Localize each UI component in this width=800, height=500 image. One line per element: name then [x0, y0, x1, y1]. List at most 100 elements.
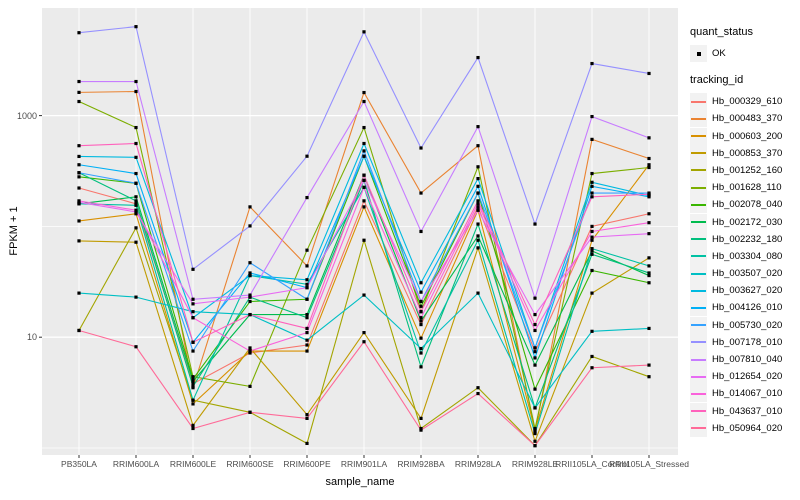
data-point: [590, 184, 594, 188]
data-point: [362, 125, 366, 130]
data-point: [362, 293, 366, 297]
legend-key-box: [690, 144, 707, 162]
data-point: [134, 155, 138, 159]
legend-item-Hb_001628_110: Hb_001628_110: [690, 179, 800, 197]
data-point: [191, 426, 195, 431]
legend-key-box: [690, 419, 707, 437]
legend-item-label: Hb_002172_030: [712, 216, 783, 228]
data-point: [248, 293, 252, 297]
x-tick-label: RRIM901LA: [340, 459, 388, 469]
legend-item-label: Hb_003507_020: [712, 268, 783, 280]
data-point: [647, 165, 651, 170]
data-point: [533, 431, 537, 436]
data-point: [305, 297, 309, 301]
data-point: [476, 177, 480, 181]
legend-item-Hb_002232_180: Hb_002232_180: [690, 230, 800, 248]
data-point: [191, 398, 195, 402]
data-point: [590, 224, 594, 228]
data-point: [305, 316, 309, 320]
data-point: [647, 326, 651, 331]
data-point: [362, 340, 366, 344]
legend-key-box: [690, 385, 707, 403]
data-point: [248, 205, 252, 209]
series-color-line-icon: [691, 358, 706, 361]
legend-item-Hb_003627_020: Hb_003627_020: [690, 282, 800, 300]
data-point: [191, 316, 195, 320]
data-point: [191, 349, 195, 353]
data-point: [476, 199, 480, 203]
data-point: [362, 199, 366, 203]
series-color-line-icon: [691, 375, 706, 378]
data-point: [134, 25, 138, 29]
data-point: [77, 219, 81, 223]
data-point: [590, 229, 594, 234]
y-tick-label: 1000: [16, 110, 37, 121]
data-point: [476, 205, 480, 209]
data-point: [590, 235, 594, 239]
data-point: [305, 154, 309, 158]
data-point: [134, 141, 138, 146]
data-point: [191, 379, 195, 383]
data-point: [647, 271, 651, 275]
data-point: [533, 350, 537, 354]
legend-item-label: Hb_000603_200: [712, 130, 783, 142]
data-point: [419, 416, 423, 420]
legend-spacer: [690, 62, 800, 74]
legend-item-Hb_012654_020: Hb_012654_020: [690, 368, 800, 386]
data-point: [590, 329, 594, 333]
legend-item-label: Hb_001628_110: [712, 182, 782, 194]
series-color-line-icon: [691, 135, 706, 138]
legend-key-box: [690, 351, 707, 368]
data-point: [590, 195, 594, 199]
x-axis-title: sample_name: [325, 476, 395, 488]
data-point: [248, 261, 252, 265]
data-point: [476, 391, 480, 396]
data-point: [191, 267, 195, 271]
legend-panel: quant_status OK tracking_id Hb_000329_61…: [690, 26, 800, 437]
data-point: [191, 423, 195, 427]
legend-key-box: [690, 45, 707, 62]
legend-key-box: [690, 127, 707, 145]
legend-key-box: [690, 161, 707, 179]
data-point: [647, 212, 651, 216]
x-tick-label: RRIM928BA: [397, 459, 445, 469]
data-point: [419, 299, 423, 304]
data-point: [533, 346, 537, 350]
legend-item-Hb_001252_160: Hb_001252_160: [690, 161, 800, 179]
data-point: [134, 208, 138, 212]
data-point: [248, 346, 252, 350]
data-point: [590, 61, 594, 66]
series-color-line-icon: [691, 100, 706, 103]
data-point: [305, 264, 309, 268]
series-color-line-icon: [691, 186, 706, 189]
series-color-line-icon: [691, 238, 706, 241]
data-point: [476, 144, 480, 148]
data-point: [533, 426, 537, 431]
data-point: [362, 185, 366, 189]
legend-key-box: [690, 110, 707, 128]
data-point: [305, 248, 309, 252]
data-point: [419, 281, 423, 285]
legend-key-box: [690, 368, 707, 386]
data-point: [419, 316, 423, 320]
legend-key-box: [690, 179, 707, 197]
data-point: [305, 338, 309, 342]
data-point: [590, 291, 594, 295]
legend-item-Hb_007810_040: Hb_007810_040: [690, 351, 800, 368]
x-tick-label: PB350LA: [61, 459, 97, 469]
data-point: [647, 256, 651, 260]
data-point: [419, 336, 423, 340]
data-point: [476, 386, 480, 390]
data-point: [419, 290, 423, 294]
data-point: [248, 271, 252, 275]
data-point: [134, 203, 138, 207]
series-color-line-icon: [691, 272, 706, 275]
data-point: [248, 299, 252, 304]
legend-item-label: Hb_002078_040: [712, 199, 783, 211]
data-point: [134, 240, 138, 244]
data-point: [647, 375, 651, 379]
data-point: [533, 296, 537, 300]
data-point: [476, 202, 480, 206]
data-point: [191, 382, 195, 386]
legend-item-label: Hb_000329_610: [712, 96, 783, 108]
